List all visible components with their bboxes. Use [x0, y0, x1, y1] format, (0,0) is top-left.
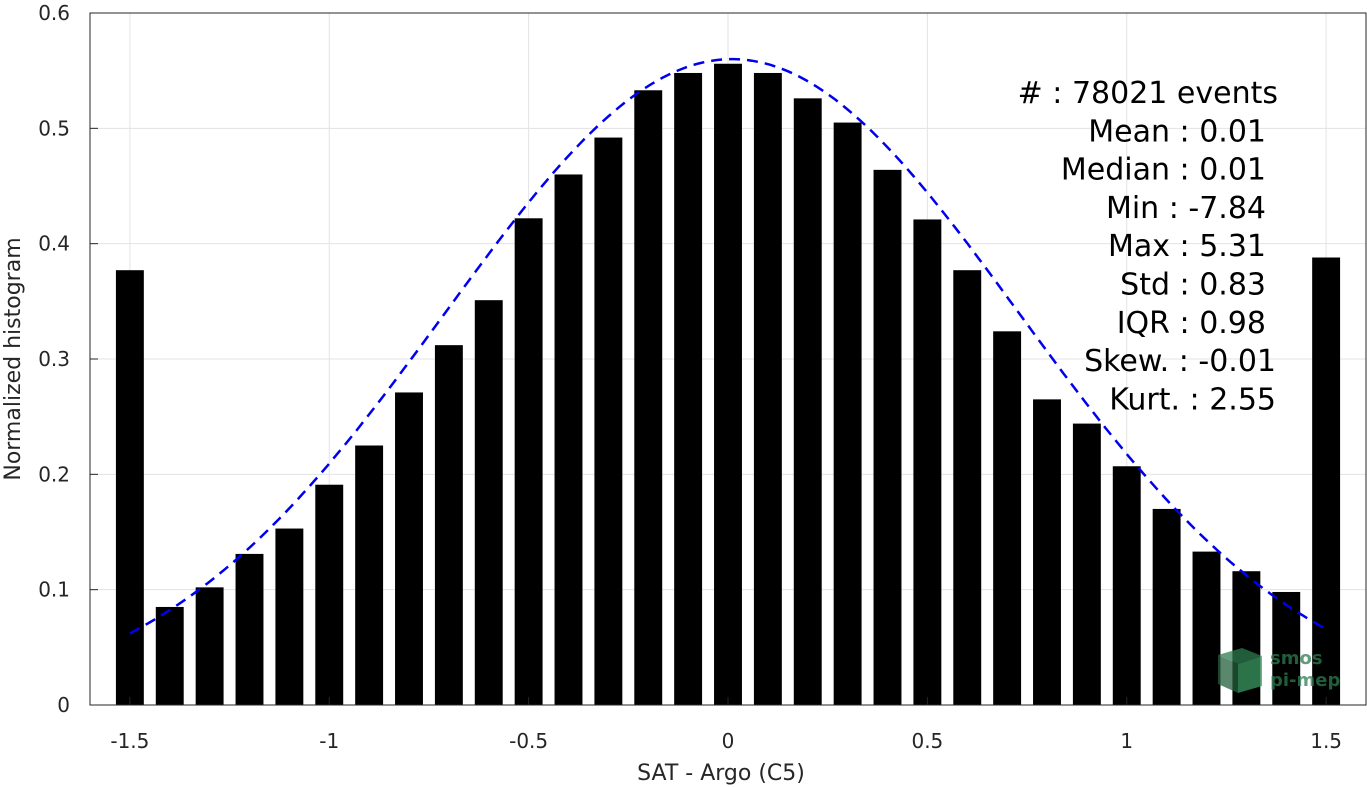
logo-cube-icon — [1218, 648, 1262, 693]
histogram-bar — [514, 218, 543, 705]
stats-line: Min : -7.84 — [1106, 191, 1266, 226]
y-tick-label: 0.4 — [38, 232, 70, 256]
histogram-bar — [873, 169, 902, 705]
histogram-bar — [1033, 399, 1061, 705]
y-tick-label: 0.2 — [38, 462, 70, 486]
x-tick-label: -1 — [319, 729, 339, 753]
histogram-bar — [1072, 423, 1101, 705]
y-tick-label: 0 — [57, 693, 70, 717]
histogram-bar — [674, 72, 703, 706]
histogram-bar — [1192, 551, 1221, 705]
y-tick-label: 0.1 — [38, 578, 70, 602]
histogram-bar — [913, 219, 942, 706]
histogram-bar — [714, 63, 742, 706]
stats-line: Skew. : -0.01 — [1084, 344, 1276, 379]
histogram-bar — [474, 300, 503, 705]
histogram-bar — [275, 528, 304, 705]
x-tick-label: 1.5 — [1310, 729, 1342, 753]
histogram-bar — [793, 98, 822, 705]
smos-pimep-logo: smos pi-mep — [1218, 648, 1340, 693]
y-tick-labels: 0 0.1 0.2 0.3 0.4 0.5 0.6 — [38, 1, 98, 717]
histogram-bar — [395, 392, 423, 705]
histogram-bar — [1112, 466, 1141, 705]
histogram-bar — [115, 270, 144, 705]
histogram-bar — [953, 270, 982, 705]
x-tick-label: 0.5 — [911, 729, 943, 753]
x-tick-label: -0.5 — [509, 729, 548, 753]
x-tick-label: 1 — [1120, 729, 1133, 753]
histogram-bar — [594, 137, 623, 705]
stats-line: # : 78021 events — [1018, 76, 1278, 111]
logo-line1: smos — [1270, 648, 1323, 669]
stats-line: Median : 0.01 — [1061, 153, 1266, 188]
histogram-bar — [355, 445, 384, 705]
histogram-bar — [833, 122, 862, 706]
y-tick-label: 0.5 — [38, 116, 70, 140]
histogram-bar — [1152, 508, 1181, 705]
x-tick-label: 0 — [722, 729, 735, 753]
logo-line2: pi-mep — [1270, 670, 1340, 691]
histogram-bar — [155, 606, 184, 705]
histogram-bar — [434, 345, 463, 705]
y-tick-label: 0.3 — [38, 347, 70, 371]
stats-line: Max : 5.31 — [1108, 229, 1266, 264]
stats-line: Kurt. : 2.55 — [1109, 382, 1276, 417]
histogram-bar — [1312, 257, 1341, 705]
histogram-bar — [554, 174, 583, 705]
stats-line: Mean : 0.01 — [1088, 114, 1266, 149]
x-tick-label: -1.5 — [110, 729, 149, 753]
histogram-bar — [1272, 591, 1301, 705]
histogram-bar — [634, 90, 663, 706]
x-tick-labels: -1.5 -1 -0.5 0 0.5 1 1.5 — [110, 697, 1342, 753]
histogram-bar — [235, 553, 264, 705]
x-axis-label: SAT - Argo (C5) — [637, 761, 805, 786]
stats-line: Std : 0.83 — [1120, 268, 1266, 303]
histogram-bar — [993, 331, 1022, 705]
histogram-bars — [115, 63, 1341, 706]
histogram-bar — [315, 484, 344, 705]
histogram-bar — [195, 587, 224, 705]
stats-line: IQR : 0.98 — [1117, 306, 1266, 341]
histogram-bar — [753, 72, 782, 706]
y-tick-label: 0.6 — [38, 1, 70, 25]
y-axis-label: Normalized histogram — [1, 237, 26, 480]
